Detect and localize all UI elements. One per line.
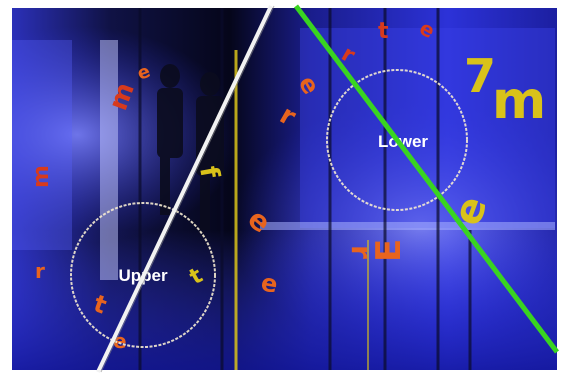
- svg-text:r: r: [35, 259, 45, 283]
- lower-label: Lower: [378, 132, 428, 151]
- green-diagonal-line: [294, 4, 559, 354]
- white-diagonal-line-edge: [100, 5, 275, 373]
- svg-text:t: t: [378, 19, 389, 44]
- svg-text:7: 7: [464, 49, 496, 103]
- upper-circle: [70, 202, 216, 348]
- lower-circle: [326, 69, 468, 211]
- svg-text:m: m: [492, 71, 546, 131]
- white-diagonal-line: [96, 5, 273, 373]
- svg-text:E: E: [369, 239, 409, 262]
- photo-backdrop: [12, 8, 557, 370]
- svg-text:r: r: [345, 245, 378, 259]
- svg-text:e: e: [259, 268, 280, 298]
- svg-text:m: m: [29, 165, 54, 188]
- lower-region: Lower: [326, 69, 468, 211]
- vertical-poles: [138, 8, 472, 370]
